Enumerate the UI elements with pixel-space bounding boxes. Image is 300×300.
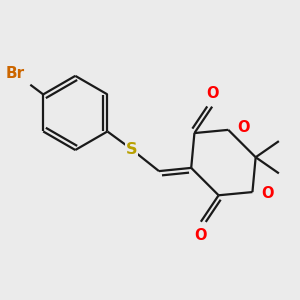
Text: O: O (237, 120, 250, 135)
Text: O: O (262, 186, 274, 201)
Text: S: S (126, 142, 137, 157)
Text: Br: Br (5, 66, 25, 81)
Text: O: O (206, 86, 219, 101)
Text: O: O (194, 227, 206, 242)
